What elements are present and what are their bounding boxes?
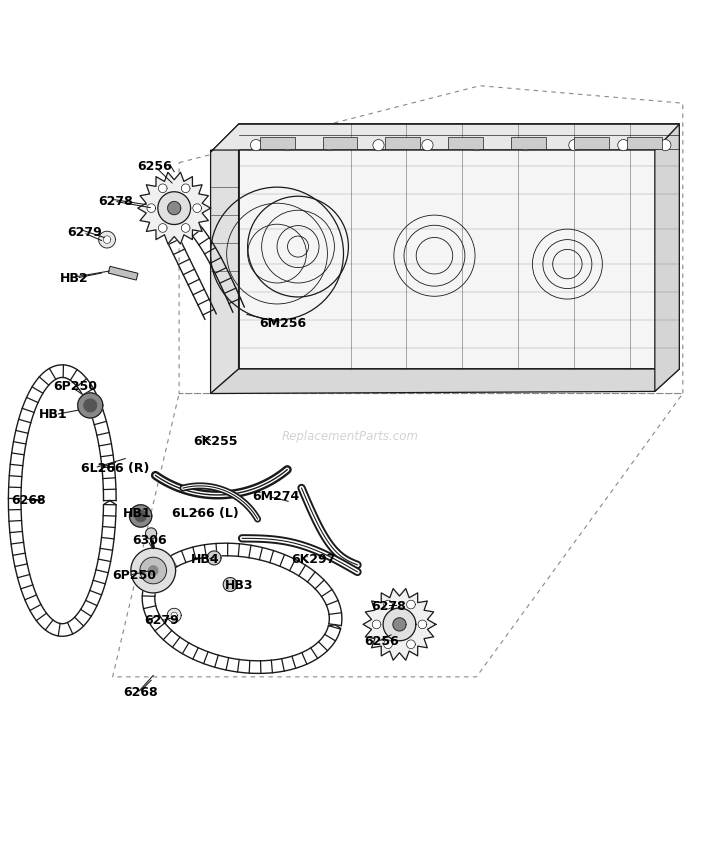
Polygon shape xyxy=(146,528,157,539)
Polygon shape xyxy=(138,173,210,244)
Polygon shape xyxy=(386,137,421,149)
Polygon shape xyxy=(158,184,167,193)
Text: ReplacementParts.com: ReplacementParts.com xyxy=(282,430,419,443)
Polygon shape xyxy=(158,192,191,224)
Text: 6278: 6278 xyxy=(372,600,407,614)
Polygon shape xyxy=(210,124,238,394)
Text: HB1: HB1 xyxy=(123,507,151,520)
Text: 6279: 6279 xyxy=(67,226,102,239)
Circle shape xyxy=(373,139,384,150)
Text: 6M256: 6M256 xyxy=(259,317,306,330)
Text: 6268: 6268 xyxy=(123,686,158,699)
Polygon shape xyxy=(193,204,201,212)
Text: 6M274: 6M274 xyxy=(252,490,300,503)
Polygon shape xyxy=(182,224,190,232)
Polygon shape xyxy=(372,620,381,629)
Polygon shape xyxy=(210,369,679,394)
Text: 6P250: 6P250 xyxy=(113,569,156,582)
Text: HB4: HB4 xyxy=(191,552,219,566)
Polygon shape xyxy=(449,137,484,149)
Polygon shape xyxy=(383,608,416,641)
Text: HB3: HB3 xyxy=(224,580,253,592)
Polygon shape xyxy=(158,224,167,232)
Text: 6K255: 6K255 xyxy=(193,435,238,448)
Polygon shape xyxy=(383,640,393,649)
Text: HB2: HB2 xyxy=(60,272,89,285)
Polygon shape xyxy=(363,588,436,660)
Polygon shape xyxy=(131,548,175,593)
Polygon shape xyxy=(322,137,358,149)
Circle shape xyxy=(520,139,531,150)
Polygon shape xyxy=(259,137,294,149)
Polygon shape xyxy=(171,612,177,619)
Circle shape xyxy=(618,139,629,150)
Polygon shape xyxy=(655,124,679,391)
Polygon shape xyxy=(130,505,152,527)
Polygon shape xyxy=(574,137,609,149)
Polygon shape xyxy=(627,137,662,149)
Text: 6256: 6256 xyxy=(365,636,400,649)
Polygon shape xyxy=(418,620,427,629)
Text: 6306: 6306 xyxy=(132,534,167,547)
Polygon shape xyxy=(84,400,97,411)
Polygon shape xyxy=(168,609,181,622)
Polygon shape xyxy=(393,618,406,631)
Polygon shape xyxy=(103,235,111,243)
Circle shape xyxy=(324,139,335,150)
Circle shape xyxy=(660,139,671,150)
Circle shape xyxy=(282,139,293,150)
Polygon shape xyxy=(182,184,190,193)
Text: HB1: HB1 xyxy=(39,408,68,421)
Text: 6268: 6268 xyxy=(11,494,46,507)
Polygon shape xyxy=(512,137,546,149)
Polygon shape xyxy=(223,577,237,592)
Polygon shape xyxy=(168,201,181,215)
Circle shape xyxy=(422,139,433,150)
Text: 6P250: 6P250 xyxy=(53,380,97,393)
Polygon shape xyxy=(407,600,415,609)
Circle shape xyxy=(471,139,482,150)
Circle shape xyxy=(569,139,580,150)
Text: 6278: 6278 xyxy=(99,195,133,207)
Text: 6L266 (L): 6L266 (L) xyxy=(172,507,239,520)
Text: 6K297: 6K297 xyxy=(291,552,335,566)
Polygon shape xyxy=(108,266,138,280)
Polygon shape xyxy=(149,566,158,575)
Polygon shape xyxy=(383,600,393,609)
Polygon shape xyxy=(140,558,167,584)
Polygon shape xyxy=(238,124,679,369)
Text: 6L266 (R): 6L266 (R) xyxy=(81,462,149,475)
Polygon shape xyxy=(147,204,156,212)
Polygon shape xyxy=(207,551,221,565)
Polygon shape xyxy=(407,640,415,649)
Text: 6256: 6256 xyxy=(137,160,172,173)
Polygon shape xyxy=(99,231,116,248)
Circle shape xyxy=(250,139,261,150)
Text: 6279: 6279 xyxy=(144,615,179,627)
Polygon shape xyxy=(78,393,103,418)
Polygon shape xyxy=(210,124,679,152)
Polygon shape xyxy=(135,510,147,522)
